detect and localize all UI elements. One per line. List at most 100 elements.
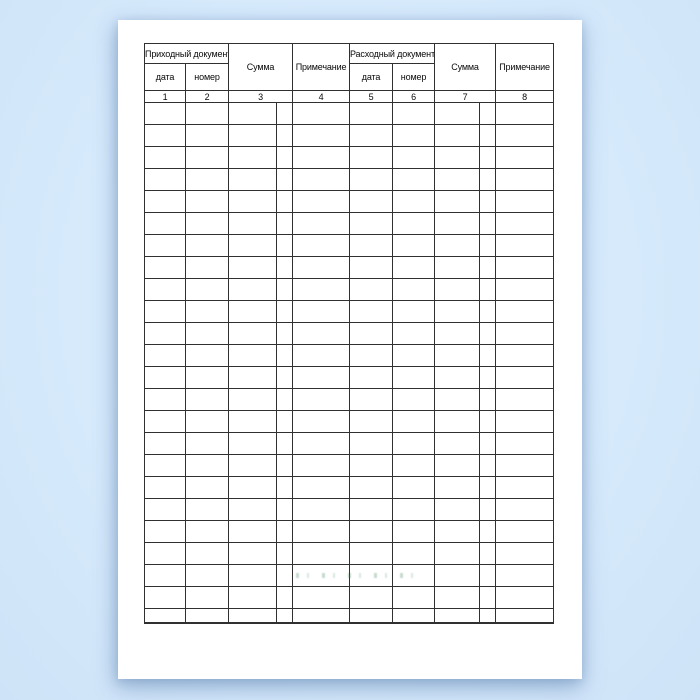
empty-cell bbox=[144, 322, 186, 345]
header-note-outgoing: Примечание bbox=[495, 43, 555, 91]
table-row bbox=[144, 234, 555, 257]
empty-cell bbox=[228, 542, 277, 565]
empty-cell bbox=[349, 344, 393, 367]
empty-cell bbox=[276, 212, 293, 235]
empty-cell bbox=[276, 190, 293, 213]
empty-cell bbox=[144, 498, 186, 521]
empty-cell bbox=[495, 146, 555, 169]
empty-cell bbox=[479, 300, 497, 323]
empty-cell bbox=[391, 168, 436, 191]
empty-cell bbox=[391, 278, 436, 301]
table-header: Приходный документ Сумма Примечание Расх… bbox=[144, 43, 555, 103]
empty-cell bbox=[349, 608, 393, 624]
empty-cell bbox=[276, 300, 293, 323]
empty-cell bbox=[495, 168, 555, 191]
empty-cell bbox=[144, 300, 186, 323]
empty-cell bbox=[391, 608, 436, 624]
empty-cell bbox=[185, 322, 229, 345]
empty-cell bbox=[276, 608, 293, 624]
empty-cell bbox=[276, 278, 293, 301]
empty-cell bbox=[144, 366, 186, 389]
empty-cell bbox=[391, 366, 436, 389]
empty-cell bbox=[292, 168, 350, 191]
empty-cell bbox=[391, 102, 436, 125]
header-incoming-document: Приходный документ bbox=[144, 43, 229, 64]
table-row bbox=[144, 520, 555, 543]
empty-cell bbox=[349, 388, 393, 411]
column-number-7: 7 bbox=[434, 90, 497, 103]
empty-cell bbox=[292, 454, 350, 477]
empty-cell bbox=[185, 476, 229, 499]
empty-cell bbox=[391, 476, 436, 499]
empty-cell bbox=[144, 586, 186, 609]
empty-cell bbox=[228, 476, 277, 499]
empty-cell bbox=[434, 366, 481, 389]
empty-cell bbox=[276, 168, 293, 191]
header-sum-incoming: Сумма bbox=[228, 43, 293, 91]
empty-cell bbox=[479, 190, 497, 213]
empty-cell bbox=[495, 190, 555, 213]
empty-cell bbox=[479, 212, 497, 235]
empty-cell bbox=[349, 498, 393, 521]
empty-cell bbox=[292, 146, 350, 169]
empty-cell bbox=[292, 124, 350, 147]
empty-cell bbox=[228, 256, 277, 279]
empty-cell bbox=[391, 388, 436, 411]
empty-cell bbox=[434, 300, 481, 323]
empty-cell bbox=[228, 366, 277, 389]
empty-cell bbox=[434, 344, 481, 367]
empty-cell bbox=[349, 454, 393, 477]
empty-cell bbox=[349, 520, 393, 543]
table-row bbox=[144, 190, 555, 213]
empty-cell bbox=[185, 146, 229, 169]
empty-cell bbox=[434, 454, 481, 477]
empty-cell bbox=[495, 410, 555, 433]
empty-cell bbox=[434, 256, 481, 279]
empty-cell bbox=[144, 476, 186, 499]
table-row bbox=[144, 256, 555, 279]
empty-cell bbox=[276, 520, 293, 543]
empty-cell bbox=[228, 586, 277, 609]
empty-cell bbox=[349, 322, 393, 345]
empty-cell bbox=[349, 212, 393, 235]
empty-cell bbox=[391, 432, 436, 455]
empty-cell bbox=[349, 278, 393, 301]
table-row bbox=[144, 542, 555, 565]
empty-cell bbox=[185, 366, 229, 389]
empty-cell bbox=[185, 454, 229, 477]
empty-cell bbox=[495, 322, 555, 345]
empty-cell bbox=[228, 498, 277, 521]
empty-cell bbox=[228, 520, 277, 543]
empty-cell bbox=[391, 190, 436, 213]
empty-cell bbox=[292, 388, 350, 411]
empty-cell bbox=[495, 476, 555, 499]
empty-cell bbox=[349, 102, 393, 125]
empty-cell bbox=[276, 498, 293, 521]
empty-cell bbox=[185, 102, 229, 125]
header-note-incoming: Примечание bbox=[292, 43, 350, 91]
column-number-2: 2 bbox=[185, 90, 229, 103]
empty-cell bbox=[434, 234, 481, 257]
empty-cell bbox=[495, 586, 555, 609]
empty-cell bbox=[495, 542, 555, 565]
empty-cell bbox=[276, 124, 293, 147]
table-row bbox=[144, 410, 555, 433]
table-row bbox=[144, 146, 555, 169]
empty-cell bbox=[495, 234, 555, 257]
empty-cell bbox=[495, 608, 555, 624]
table-row bbox=[144, 212, 555, 235]
empty-cell bbox=[434, 322, 481, 345]
empty-cell bbox=[434, 498, 481, 521]
empty-cell bbox=[349, 190, 393, 213]
empty-cell bbox=[185, 300, 229, 323]
empty-cell bbox=[391, 586, 436, 609]
empty-cell bbox=[292, 586, 350, 609]
empty-cell bbox=[479, 498, 497, 521]
empty-cell bbox=[479, 476, 497, 499]
empty-cell bbox=[479, 124, 497, 147]
column-number-5: 5 bbox=[349, 90, 393, 103]
empty-cell bbox=[185, 410, 229, 433]
empty-cell bbox=[292, 212, 350, 235]
empty-cell bbox=[479, 102, 497, 125]
